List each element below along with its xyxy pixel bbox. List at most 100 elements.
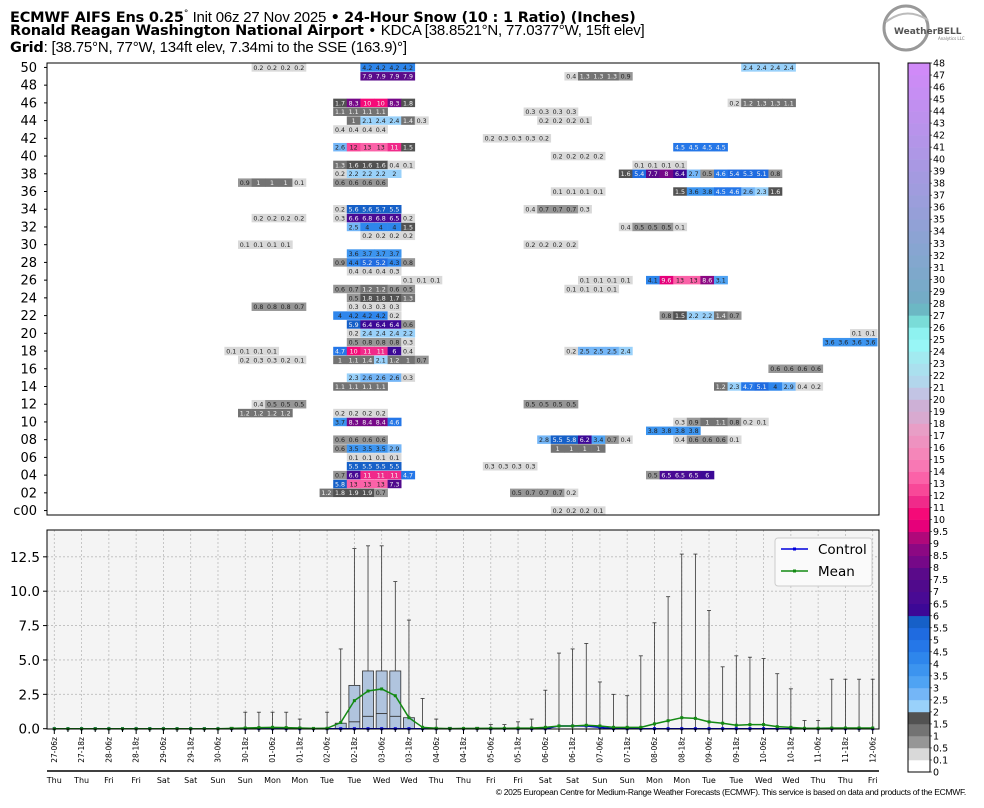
heatmap-cell-label: 7.9	[362, 74, 372, 81]
heatmap-cell-label: 3.5	[362, 446, 372, 453]
heatmap-cell	[605, 346, 620, 356]
heatmap-cell	[278, 355, 293, 365]
heatmap-cell	[822, 337, 837, 347]
heatmap-cell	[727, 311, 742, 320]
heatmap-cell-label: 2.6	[743, 189, 753, 196]
heatmap-cell-label: 3.6	[838, 340, 848, 347]
colorbar-segment	[908, 615, 930, 629]
heatmap-cell	[224, 346, 239, 356]
heatmap-cell	[401, 284, 416, 294]
heatmap-cell-label: 2.4	[770, 65, 780, 72]
heatmap-cell-label: 4.6	[389, 419, 399, 426]
heatmap-cell-label: 0.2	[267, 215, 277, 222]
heatmap-cell-label: 0.2	[281, 65, 291, 72]
heatmap-cell-label: 0.2	[376, 233, 386, 240]
heatmap-cell	[754, 187, 769, 196]
heatmap-cell	[591, 72, 606, 81]
heatmap-cell-label: 0.2	[389, 313, 399, 320]
heatmap-cell	[727, 435, 742, 444]
heatmap-cell-label: 0.8	[267, 304, 277, 311]
heatmap-cell	[632, 169, 647, 179]
heatmap-cell	[387, 373, 402, 382]
heatmap-cell	[564, 399, 579, 409]
heatmap-cell-label: 2.4	[757, 65, 767, 72]
heatmap-cell-label: 0.7	[729, 313, 739, 320]
heatmap-cell	[387, 311, 402, 320]
heatmap-cell	[387, 329, 402, 338]
heatmap-cell-label: 0.1	[607, 278, 617, 285]
heatmap-cell	[591, 435, 606, 444]
heatmap-cell	[333, 205, 348, 214]
heatmap-cell-label: 5.8	[566, 437, 576, 444]
heatmap-cell-label: 0.3	[512, 136, 522, 143]
heatmap-cell-label: 0.3	[553, 109, 563, 116]
heatmap-cell-label: 0.1	[240, 348, 250, 355]
heatmap-cell	[523, 107, 538, 116]
heatmap-cell-label: 0.6	[784, 366, 794, 373]
heatmap-cell	[360, 417, 375, 427]
heatmap-cell	[374, 98, 388, 108]
heatmap-cell-label: 0.7	[335, 473, 345, 480]
heatmap-cell-label: 0.2	[566, 153, 576, 160]
heatmap-cell-label: 7.7	[648, 171, 658, 178]
heatmap-cell-label: 1.1	[335, 109, 345, 116]
heatmap-cell	[700, 187, 715, 196]
colorbar-label: 1	[933, 731, 939, 742]
heatmap-cell	[346, 311, 361, 320]
heatmap-cell-label: 6.4	[362, 322, 372, 329]
heatmap-cell	[401, 258, 416, 267]
heatmap-cell	[550, 151, 565, 161]
heatmap-cell-label: 0.2	[335, 207, 345, 214]
colorbar-label: 39	[933, 167, 945, 178]
colorbar-segment	[908, 687, 930, 701]
heatmap-cell-label: 8	[664, 171, 668, 178]
heatmap-cell	[346, 258, 361, 267]
heatmap-cell	[387, 160, 402, 170]
heatmap-cell-label: 1.2	[716, 384, 726, 391]
heatmap-cell-label: 1.1	[362, 384, 372, 391]
heatmap-cell	[523, 134, 538, 143]
heatmap-cell-label: 2.6	[389, 375, 399, 382]
heatmap-cell-label: 0.1	[403, 278, 413, 285]
colorbar-segment	[908, 291, 930, 304]
heatmap-cell	[741, 169, 756, 179]
heatmap-cell-label: 0.3	[417, 118, 427, 125]
heatmap-cell-label: 6.5	[675, 473, 685, 480]
heatmap-cell	[414, 355, 429, 365]
colorbar-label: 9.5	[933, 527, 948, 538]
heatmap-cell-label: 0.5	[661, 224, 671, 231]
colorbar-label: 10	[933, 515, 945, 526]
heatmap-cell-label: 0.2	[376, 410, 386, 417]
heatmap-cell	[686, 417, 701, 427]
heatmap-cell-label: 0.8	[389, 340, 399, 347]
colorbar-label: 2.5	[933, 695, 948, 706]
heatmap-cell	[333, 346, 348, 356]
heatmap-cell	[578, 151, 592, 161]
heatmap-cell-label: 2.1	[362, 118, 372, 125]
heatmap-cell	[360, 337, 375, 347]
heatmap-cell-label: 6.8	[362, 215, 372, 222]
heatmap-cell	[401, 329, 416, 338]
heatmap-cell-label: 0.8	[253, 304, 263, 311]
heatmap-cell-label: 10	[350, 348, 358, 355]
heatmap-cell	[686, 426, 701, 436]
heatmap-cell-label: 0.2	[335, 171, 345, 178]
heatmap-cell	[346, 293, 361, 303]
heatmap-cell	[387, 444, 402, 453]
heatmap-cell-label: 0.1	[566, 189, 576, 196]
heatmap-cell-label: 0.5	[553, 402, 563, 409]
colorbar-label: 18	[933, 419, 945, 430]
colorbar-segment	[908, 651, 930, 665]
heatmap-cell-label: 1.7	[335, 100, 345, 107]
heatmap-cell	[782, 63, 796, 72]
member-tick-label: 14	[20, 380, 37, 395]
heatmap-cell-label: 2.8	[539, 437, 549, 444]
heatmap-cell-label: 4.2	[403, 65, 413, 72]
heatmap-cell	[673, 311, 688, 320]
colorbar: 00.10.511.522.533.544.555.566.577.588.59…	[907, 59, 948, 779]
heatmap-cell-label: 0.2	[335, 410, 345, 417]
heatmap-cell-label: 8.3	[389, 100, 399, 107]
colorbar-segment	[908, 123, 930, 136]
colorbar-label: 32	[933, 251, 945, 262]
heatmap-cell	[333, 435, 348, 444]
